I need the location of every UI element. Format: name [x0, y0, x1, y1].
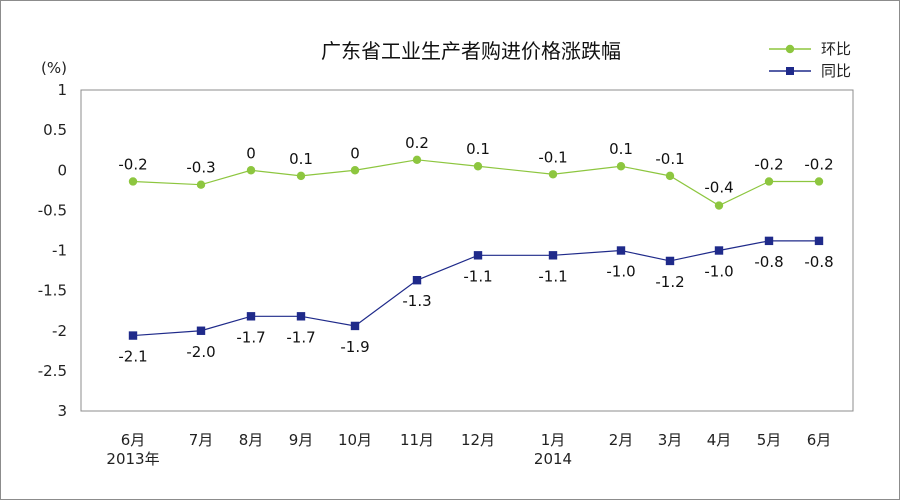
series-layer: -0.2 -0.3 0 0.1 0 0.2 0.1 -0.1 0.1 -0.1 -0.4 -0.2 -0…: [118, 134, 833, 366]
data-label: -0.1: [538, 148, 567, 166]
data-point: [412, 155, 422, 165]
data-label: -1.0: [704, 263, 733, 281]
y-tick-label: -0.5: [38, 201, 67, 219]
plot-area: [80, 89, 854, 412]
data-label: -1.3: [402, 292, 431, 310]
y-tick-label: 3: [57, 402, 67, 420]
data-point: [350, 321, 360, 331]
data-label: -0.4: [704, 179, 733, 197]
data-point: [246, 312, 256, 321]
y-tick-label: -1: [52, 242, 67, 260]
data-point: [296, 171, 306, 181]
data-label: 0.1: [609, 140, 633, 158]
y-tick-label: 1: [57, 81, 67, 99]
data-point: [246, 166, 256, 175]
data-label: -1.1: [463, 267, 492, 285]
data-point: [128, 331, 138, 340]
legend-marker: [785, 44, 795, 54]
x-tick-label: 2月: [609, 431, 634, 449]
y-tick-label: 0: [57, 161, 67, 179]
data-label: -0.2: [118, 155, 147, 173]
legend-item: 同比: [769, 62, 851, 80]
data-label: -1.7: [236, 328, 265, 346]
data-point: [814, 177, 824, 186]
y-axis: 1 0.5 0 -0.5 -1 -1.5 -2 -2.5 3: [38, 81, 67, 420]
data-point: [350, 166, 360, 175]
data-label: -0.8: [804, 253, 833, 271]
data-label: 0.1: [289, 150, 313, 168]
data-point: [548, 251, 558, 260]
data-point: [473, 251, 483, 260]
data-label: -2.1: [118, 348, 147, 366]
x-tick-label: 11月: [400, 431, 434, 449]
data-point: [616, 162, 626, 171]
chart-title: 广东省工业生产者购进价格涨跌幅: [321, 39, 621, 63]
y-tick-label: 0.5: [43, 121, 67, 139]
x-tick-label: 6月: [807, 431, 832, 449]
y-tick-label: -1.5: [38, 282, 67, 300]
x-tick-sublabel: 2013年: [106, 450, 159, 468]
data-point: [814, 236, 824, 246]
data-point: [665, 256, 675, 266]
x-tick-label: 3月: [658, 431, 683, 449]
data-point: [128, 177, 138, 186]
x-tick-label: 7月: [189, 431, 214, 449]
data-label: -0.8: [754, 253, 783, 271]
x-tick-label: 8月: [239, 431, 264, 449]
data-label: -1.9: [340, 338, 369, 356]
data-label: -2.0: [186, 343, 215, 361]
data-label: -0.2: [754, 155, 783, 173]
data-label: -1.7: [286, 328, 315, 346]
data-label: -1.0: [606, 263, 635, 281]
x-tick-label: 5月: [757, 431, 782, 449]
data-point: [764, 236, 774, 246]
data-label: -0.1: [655, 150, 684, 168]
y-tick-label: -2: [52, 322, 67, 340]
data-point: [196, 180, 206, 189]
data-point: [412, 275, 422, 285]
series-mom: -0.2 -0.3 0 0.1 0 0.2 0.1 -0.1 0.1 -0.1 -0.4 -0.2 -0…: [118, 134, 834, 210]
x-tick-label: 9月: [289, 431, 314, 449]
data-label: 0.1: [466, 140, 490, 158]
legend-label: 同比: [821, 62, 851, 80]
x-tick-label: 12月: [461, 431, 495, 449]
y-tick-label: -2.5: [38, 362, 67, 380]
data-point: [616, 246, 626, 255]
data-label: -0.3: [186, 159, 215, 177]
data-point: [665, 171, 675, 181]
legend-marker: [786, 67, 794, 75]
data-point: [714, 246, 724, 255]
data-point: [714, 201, 724, 210]
x-tick-label: 1月: [541, 431, 566, 449]
data-point: [764, 177, 774, 186]
x-tick-sublabel: 2014: [534, 450, 572, 468]
data-point: [473, 162, 483, 171]
x-tick-label: 6月: [121, 431, 146, 449]
data-point: [548, 170, 558, 179]
data-label: 0.2: [405, 134, 429, 152]
data-label: 0: [350, 144, 360, 162]
data-point: [296, 312, 306, 321]
legend-label: 环比: [821, 40, 851, 58]
data-label: 0: [246, 144, 256, 162]
series-yoy: -2.1 -2.0 -1.7 -1.7 -1.9 -1.3 -1.1 -1.1 -1.0 -1.2…: [118, 236, 834, 366]
x-tick-label: 10月: [338, 431, 372, 449]
data-label: -1.2: [655, 273, 684, 291]
data-label: -0.2: [804, 155, 833, 173]
data-label: -1.1: [538, 267, 567, 285]
y-axis-unit: (%): [41, 59, 67, 77]
data-point: [196, 326, 206, 335]
legend-item: 环比: [769, 40, 851, 58]
x-tick-label: 4月: [707, 431, 732, 449]
